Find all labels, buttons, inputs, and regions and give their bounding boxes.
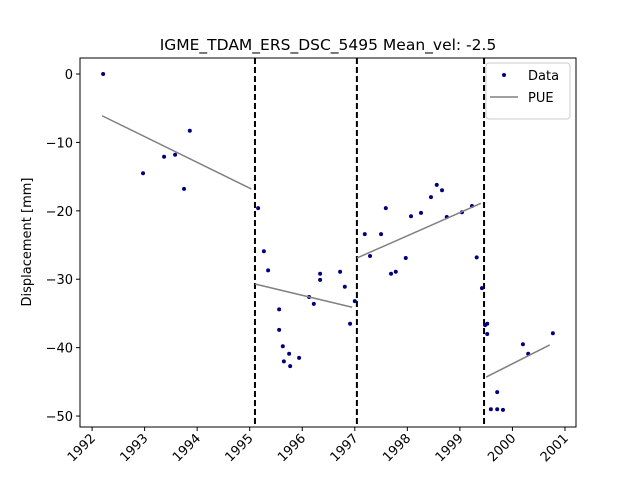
data-point	[550, 331, 555, 336]
data-point	[479, 286, 484, 291]
x-tick-label: 1998	[380, 431, 414, 465]
data-point	[318, 271, 323, 276]
data-point	[311, 301, 316, 306]
data-point	[362, 232, 367, 237]
data-point	[419, 210, 423, 215]
data-point	[281, 359, 286, 364]
plot-frame	[79, 57, 577, 428]
legend-label: PUE	[528, 91, 554, 106]
data-point	[101, 72, 106, 77]
data-point	[500, 407, 505, 412]
data-point	[277, 307, 282, 312]
legend-box	[485, 62, 571, 120]
legend-swatch	[502, 73, 506, 77]
data-point	[256, 206, 261, 211]
y-axis-label: Displacement [mm]	[20, 178, 35, 307]
y-tick-label: 0	[65, 68, 73, 83]
x-tick-label: 1997	[328, 431, 362, 465]
data-point	[288, 364, 293, 369]
y-tick-label: −30	[46, 273, 73, 288]
data-point	[485, 321, 490, 326]
data-point	[318, 277, 323, 282]
data-point	[474, 255, 479, 260]
y-tick-label: −10	[46, 136, 73, 151]
data-point	[495, 407, 500, 412]
chart-title: IGME_TDAM_ERS_DSC_5495 Mean_vel: -2.5	[160, 36, 497, 55]
y-tick-label: −20	[46, 205, 73, 220]
x-tick-label: 1995	[223, 431, 257, 465]
data-point	[261, 249, 266, 254]
data-point	[389, 271, 394, 276]
data-point	[182, 186, 187, 191]
x-tick-label: 1994	[170, 431, 204, 465]
data-point	[141, 171, 146, 176]
data-point	[277, 327, 282, 332]
data-point	[338, 269, 343, 274]
data-point	[403, 256, 408, 261]
x-tick-label: 1992	[65, 431, 99, 465]
data-point	[409, 214, 414, 219]
data-point	[383, 206, 388, 211]
x-tick-label: 1993	[117, 431, 151, 465]
data-point	[266, 268, 271, 273]
data-point	[440, 188, 445, 193]
data-point	[342, 284, 347, 289]
x-tick-label: 2001	[538, 431, 572, 465]
data-point	[393, 269, 398, 274]
y-tick-label: −40	[46, 342, 73, 357]
data-point	[379, 232, 384, 237]
data-point	[348, 321, 353, 326]
data-point	[428, 195, 433, 200]
data-point	[495, 390, 500, 395]
trend-line	[101, 115, 551, 378]
data-point	[162, 154, 167, 159]
data-point	[297, 355, 302, 360]
y-tick-label: −50	[46, 410, 73, 425]
data-point	[280, 344, 285, 349]
data-point	[520, 342, 525, 347]
data-point	[368, 253, 373, 258]
data-point	[352, 299, 357, 304]
data-point	[287, 351, 292, 356]
x-tick-label: 2000	[485, 431, 519, 465]
x-tick-label: 1996	[275, 431, 309, 465]
legend-label: Data	[528, 69, 559, 84]
data-point	[173, 152, 178, 157]
data-point	[187, 128, 192, 133]
x-tick-label: 1999	[433, 431, 467, 465]
data-point	[434, 182, 439, 187]
data-point	[485, 331, 490, 336]
data-point	[488, 407, 493, 412]
